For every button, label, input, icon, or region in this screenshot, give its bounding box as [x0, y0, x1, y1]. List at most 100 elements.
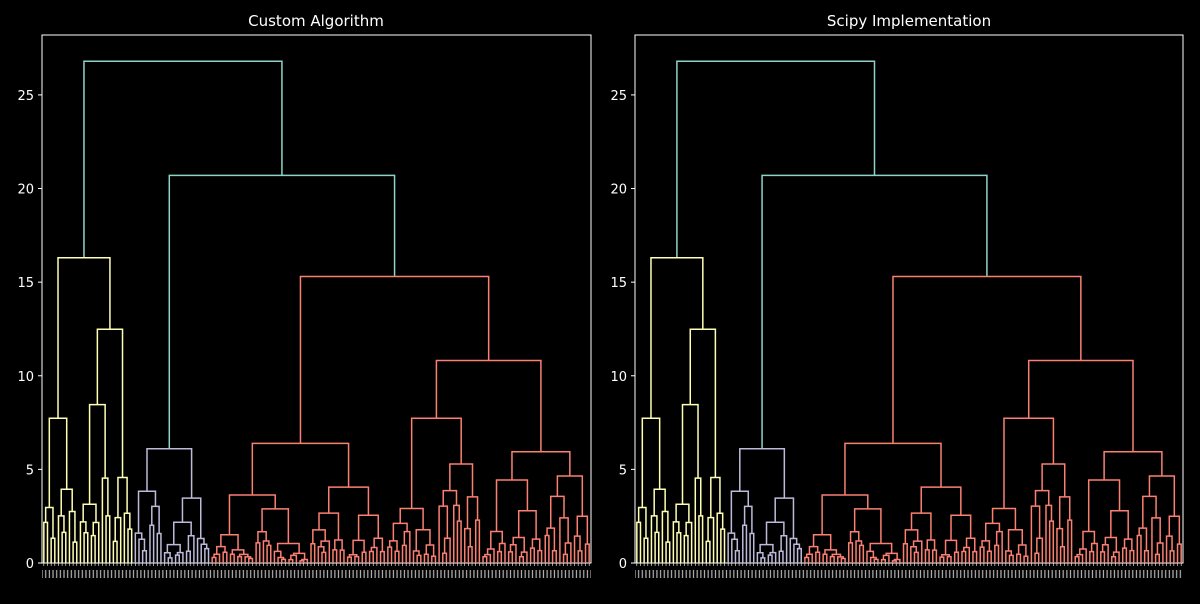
- y-tick-label: 20: [610, 183, 627, 198]
- merge-link: [885, 552, 898, 560]
- merge-link: [346, 556, 353, 563]
- merge-link: [262, 540, 270, 563]
- merge-link: [562, 553, 568, 563]
- axes-frame: [41, 34, 592, 564]
- merge-link: [149, 524, 155, 563]
- merge-link: [387, 546, 393, 563]
- merge-link: [423, 553, 429, 563]
- y-tick-label: 5: [619, 463, 627, 478]
- merge-link: [403, 530, 411, 563]
- merge-link: [72, 541, 78, 563]
- merge-link: [1027, 359, 1134, 452]
- merge-link: [181, 497, 202, 539]
- merge-link: [495, 479, 529, 532]
- merge-link: [577, 550, 583, 563]
- merge-link: [443, 537, 451, 563]
- merge-link: [137, 490, 157, 534]
- merge-link: [546, 527, 556, 551]
- merge-link: [237, 555, 243, 563]
- merge-link: [705, 540, 711, 563]
- merge-link: [1023, 555, 1029, 563]
- y-tick-label: 0: [619, 557, 627, 572]
- merge-link: [216, 545, 226, 555]
- chart-title: Custom Algorithm: [248, 12, 384, 30]
- merge-link: [821, 494, 869, 535]
- merge-link: [96, 328, 124, 478]
- merge-link: [1016, 553, 1022, 563]
- merge-link: [1076, 553, 1084, 563]
- merge-link: [276, 542, 300, 554]
- merge-link: [280, 558, 287, 563]
- merge-link: [512, 536, 525, 553]
- merge-link: [401, 544, 407, 563]
- merge-link: [815, 551, 821, 563]
- merge-link: [166, 543, 181, 553]
- y-tick-label: 25: [17, 89, 34, 104]
- merge-link: [1101, 543, 1109, 563]
- merge-link: [650, 257, 704, 419]
- merge-link: [707, 516, 715, 563]
- merge-link: [559, 517, 569, 563]
- merge-link: [517, 510, 537, 540]
- merge-link: [348, 554, 358, 558]
- merge-link: [847, 542, 854, 563]
- y-tick-label: 10: [610, 370, 627, 385]
- merge-link: [681, 403, 699, 505]
- merge-link: [765, 521, 785, 545]
- merge-link: [222, 551, 228, 563]
- merge-link: [944, 539, 958, 555]
- merge-link: [829, 555, 835, 563]
- merge-link: [869, 542, 893, 554]
- merge-link: [981, 540, 991, 552]
- y-tick-label: 20: [17, 183, 34, 198]
- merge-link: [573, 535, 581, 563]
- merge-link: [672, 521, 680, 563]
- merge-link: [425, 544, 435, 557]
- merge-link: [484, 553, 492, 563]
- merge-link: [1176, 543, 1182, 563]
- dendrogram-panel-scipy: Scipy Implementation 0 5 10 15 20 25: [610, 12, 1184, 579]
- merge-link: [812, 534, 832, 550]
- merge-link: [727, 532, 736, 563]
- merge-link: [805, 553, 813, 563]
- merge-link: [442, 489, 458, 507]
- merge-link: [394, 550, 400, 563]
- merge-link: [486, 548, 495, 563]
- merge-link: [675, 503, 690, 523]
- merge-link: [146, 448, 193, 499]
- merge-link: [1007, 528, 1023, 551]
- merge-link: [1041, 463, 1066, 497]
- merge-link: [112, 540, 118, 563]
- merge-link: [1090, 542, 1098, 563]
- merge-link: [1154, 553, 1160, 563]
- merge-link: [793, 543, 801, 563]
- merge-link: [939, 556, 945, 563]
- merge-link: [79, 521, 87, 563]
- merge-link: [1136, 534, 1142, 563]
- merge-link: [238, 553, 249, 557]
- merge-link: [482, 555, 488, 563]
- merge-link: [1123, 538, 1133, 551]
- merge-link: [334, 539, 343, 551]
- merge-link: [368, 550, 374, 563]
- merge-link: [474, 519, 481, 563]
- merge-link: [778, 550, 784, 563]
- merge-link: [339, 549, 345, 563]
- merge-link: [1104, 536, 1118, 553]
- merge-link: [1003, 417, 1055, 509]
- merge-link: [138, 538, 146, 563]
- merge-link: [902, 543, 908, 563]
- merge-link: [467, 545, 473, 563]
- merge-link: [866, 550, 875, 563]
- merge-link: [123, 512, 131, 563]
- merge-link: [734, 550, 740, 563]
- merge-link: [882, 554, 890, 563]
- merge-link: [926, 539, 936, 551]
- merge-link: [1017, 544, 1027, 557]
- merge-link: [228, 494, 276, 535]
- merge-link: [213, 553, 221, 563]
- merge-link: [438, 505, 449, 563]
- merge-link: [1036, 537, 1044, 563]
- merge-link: [869, 556, 877, 563]
- merge-link: [767, 554, 773, 563]
